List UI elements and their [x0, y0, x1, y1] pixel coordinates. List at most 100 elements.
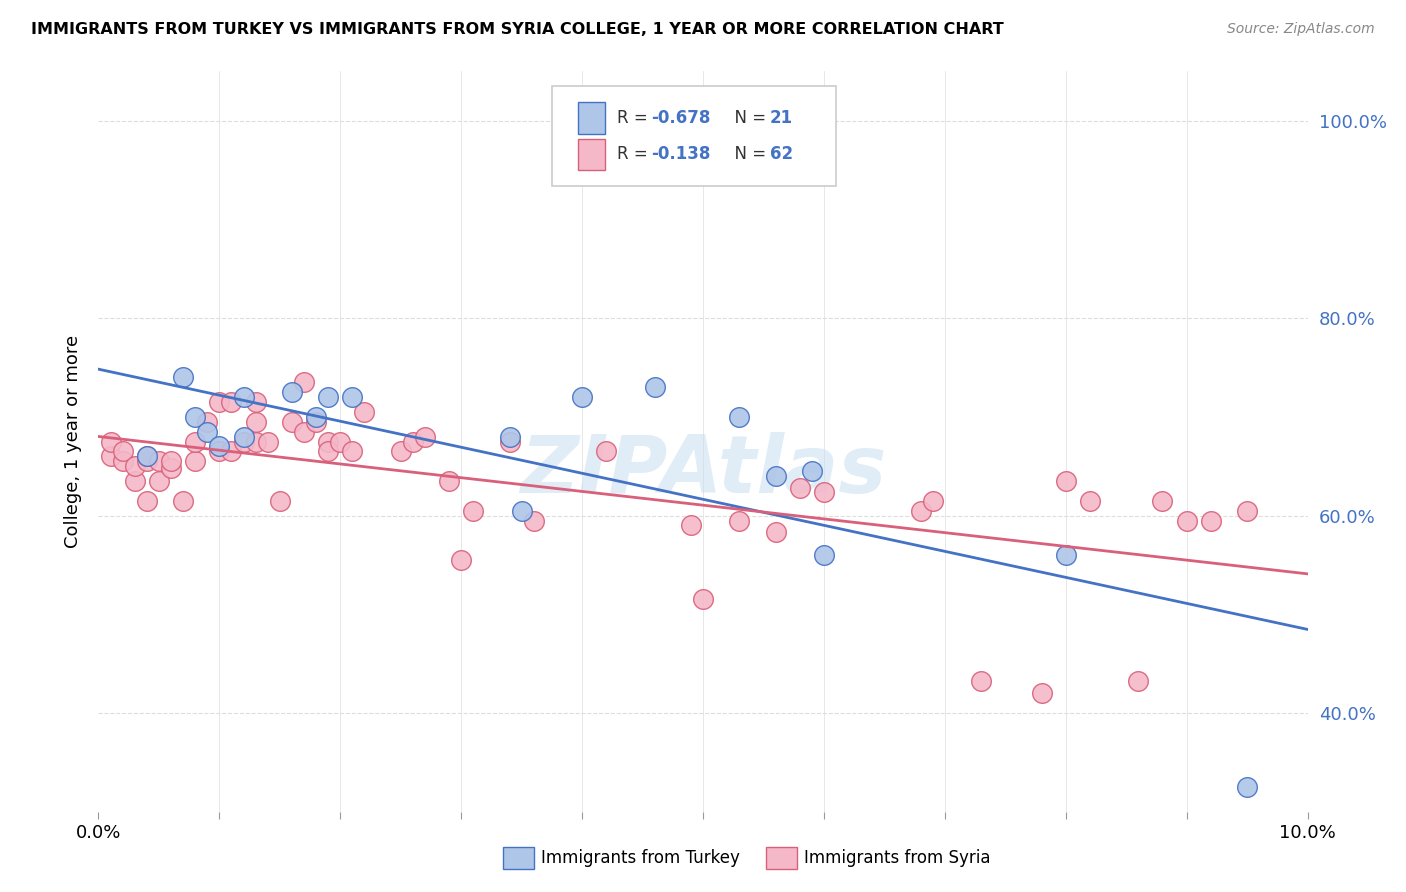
Point: [135, 493, 157, 508]
Point: [1054, 548, 1077, 562]
Point: [523, 514, 546, 528]
Point: [281, 415, 304, 429]
Point: [644, 380, 666, 394]
Point: [245, 395, 267, 409]
Text: R =: R =: [617, 145, 654, 163]
Point: [184, 409, 207, 424]
Point: [342, 444, 364, 458]
Point: [571, 390, 593, 404]
Text: Immigrants from Turkey: Immigrants from Turkey: [541, 849, 740, 867]
Point: [184, 434, 207, 449]
Point: [124, 459, 146, 474]
Point: [679, 518, 702, 533]
Text: N =: N =: [724, 145, 770, 163]
Point: [148, 474, 170, 488]
Point: [1236, 780, 1258, 794]
Text: 62: 62: [769, 145, 793, 163]
Point: [510, 503, 533, 517]
Point: [910, 503, 932, 517]
Point: [135, 454, 157, 468]
Point: [281, 385, 304, 400]
Point: [208, 395, 231, 409]
Point: [389, 444, 412, 458]
Point: [1152, 493, 1174, 508]
Y-axis label: College, 1 year or more: College, 1 year or more: [65, 335, 83, 548]
Point: [1054, 474, 1077, 488]
Point: [1175, 514, 1198, 528]
Point: [148, 454, 170, 468]
Point: [208, 444, 231, 458]
Point: [498, 429, 520, 443]
Point: [184, 454, 207, 468]
Text: N =: N =: [724, 109, 770, 127]
Point: [413, 429, 436, 443]
Point: [1199, 514, 1222, 528]
Point: [789, 481, 811, 495]
Point: [692, 592, 714, 607]
Point: [100, 434, 122, 449]
Point: [160, 454, 183, 468]
Point: [208, 440, 231, 454]
Point: [765, 525, 787, 540]
Point: [316, 444, 339, 458]
FancyBboxPatch shape: [578, 139, 605, 169]
Text: ZIPAtlas: ZIPAtlas: [520, 432, 886, 510]
Text: -0.138: -0.138: [651, 145, 710, 163]
Point: [813, 484, 835, 499]
Point: [329, 434, 352, 449]
Point: [1128, 674, 1150, 689]
Point: [135, 450, 157, 464]
FancyBboxPatch shape: [578, 103, 605, 134]
Point: [292, 376, 315, 390]
Point: [800, 464, 823, 478]
Point: [100, 450, 122, 464]
Point: [195, 425, 218, 439]
Point: [728, 514, 751, 528]
Point: [595, 444, 617, 458]
Point: [269, 493, 291, 508]
Point: [765, 469, 787, 483]
Point: [498, 434, 520, 449]
Text: Immigrants from Syria: Immigrants from Syria: [804, 849, 991, 867]
Point: [316, 390, 339, 404]
Point: [124, 474, 146, 488]
FancyBboxPatch shape: [551, 87, 837, 186]
Point: [232, 429, 254, 443]
Point: [245, 434, 267, 449]
Point: [813, 548, 835, 562]
Point: [437, 474, 460, 488]
Point: [135, 450, 157, 464]
Point: [232, 390, 254, 404]
Point: [450, 553, 472, 567]
Point: [292, 425, 315, 439]
Point: [111, 454, 134, 468]
Text: -0.678: -0.678: [651, 109, 710, 127]
Point: [172, 370, 194, 384]
Point: [728, 409, 751, 424]
Point: [342, 390, 364, 404]
Point: [221, 395, 243, 409]
Point: [1078, 493, 1101, 508]
Point: [353, 405, 375, 419]
Point: [305, 409, 328, 424]
Point: [221, 444, 243, 458]
Point: [111, 444, 134, 458]
Text: Source: ZipAtlas.com: Source: ZipAtlas.com: [1227, 22, 1375, 37]
Point: [256, 434, 278, 449]
Point: [232, 434, 254, 449]
Point: [172, 493, 194, 508]
Point: [402, 434, 425, 449]
Text: IMMIGRANTS FROM TURKEY VS IMMIGRANTS FROM SYRIA COLLEGE, 1 YEAR OR MORE CORRELAT: IMMIGRANTS FROM TURKEY VS IMMIGRANTS FRO…: [31, 22, 1004, 37]
Point: [463, 503, 485, 517]
Point: [970, 674, 993, 689]
Point: [316, 434, 339, 449]
Point: [1236, 503, 1258, 517]
Point: [245, 415, 267, 429]
Point: [160, 461, 183, 475]
Point: [921, 493, 943, 508]
Point: [195, 415, 218, 429]
Point: [1031, 686, 1053, 700]
Point: [305, 415, 328, 429]
Text: R =: R =: [617, 109, 654, 127]
Text: 21: 21: [769, 109, 793, 127]
